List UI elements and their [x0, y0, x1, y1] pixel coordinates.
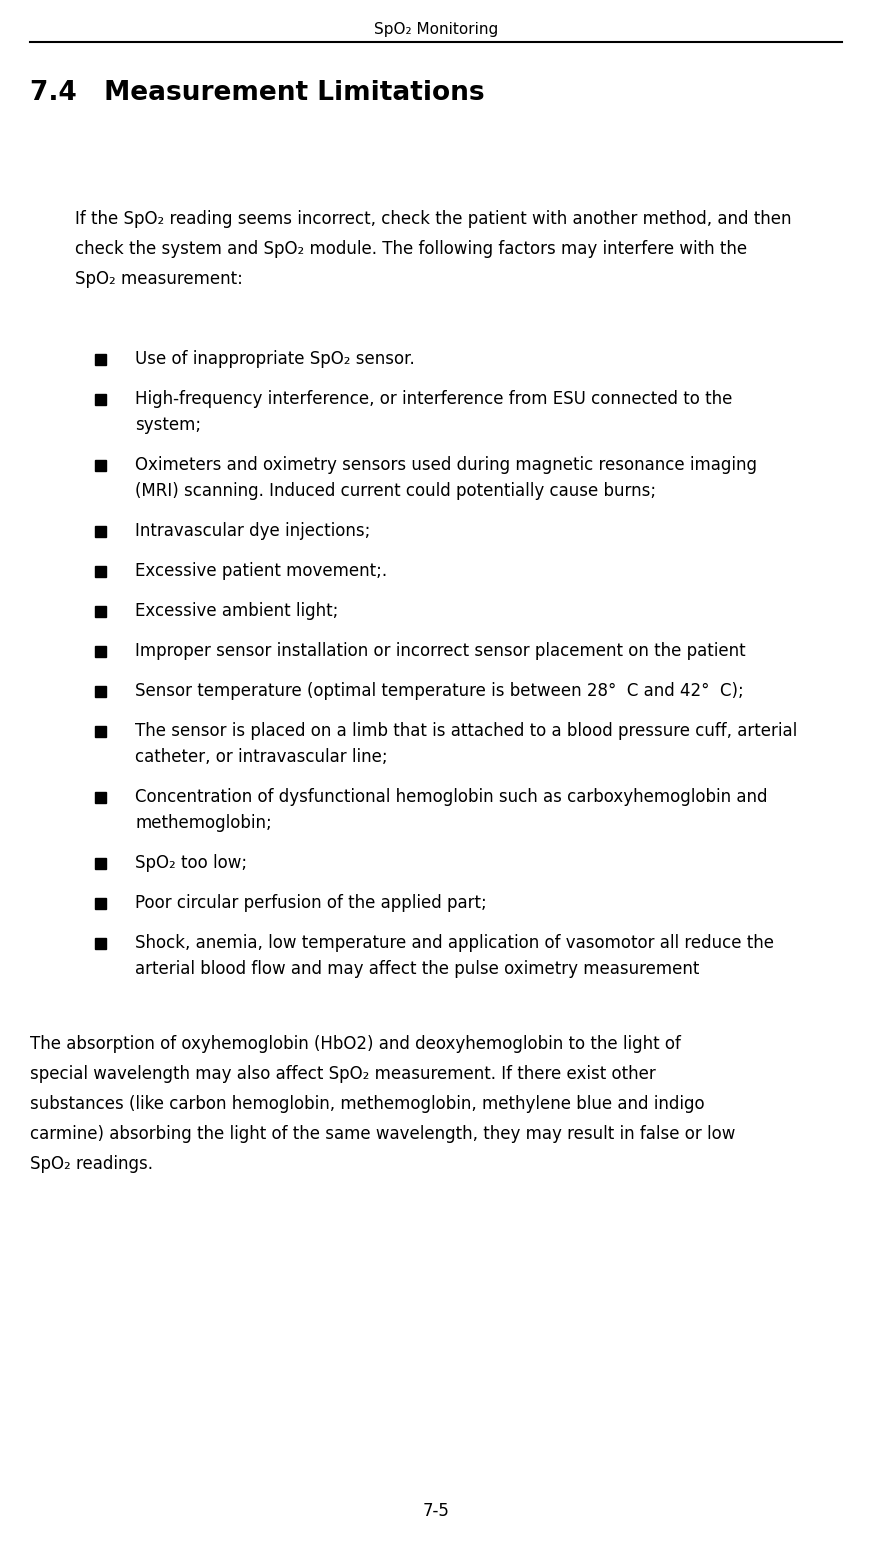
Text: system;: system;: [135, 416, 201, 435]
Text: If the SpO₂ reading seems incorrect, check the patient with another method, and : If the SpO₂ reading seems incorrect, che…: [75, 210, 792, 228]
Text: special wavelength may also affect SpO₂ measurement. If there exist other: special wavelength may also affect SpO₂ …: [30, 1065, 656, 1083]
Text: catheter, or intravascular line;: catheter, or intravascular line;: [135, 748, 388, 767]
Bar: [95, 899, 106, 909]
Text: Excessive ambient light;: Excessive ambient light;: [135, 602, 338, 619]
Bar: [95, 459, 106, 470]
Text: Excessive patient movement;.: Excessive patient movement;.: [135, 562, 387, 580]
Bar: [95, 686, 106, 697]
Bar: [95, 605, 106, 618]
Text: carmine) absorbing the light of the same wavelength, they may result in false or: carmine) absorbing the light of the same…: [30, 1125, 735, 1142]
Text: The sensor is placed on a limb that is attached to a blood pressure cuff, arteri: The sensor is placed on a limb that is a…: [135, 722, 797, 740]
Text: Poor circular perfusion of the applied part;: Poor circular perfusion of the applied p…: [135, 894, 487, 913]
Text: substances (like carbon hemoglobin, methemoglobin, methylene blue and indigo: substances (like carbon hemoglobin, meth…: [30, 1096, 705, 1113]
Bar: [95, 858, 106, 869]
Bar: [95, 646, 106, 656]
Bar: [95, 354, 106, 365]
Bar: [95, 566, 106, 577]
Text: Use of inappropriate SpO₂ sensor.: Use of inappropriate SpO₂ sensor.: [135, 351, 415, 368]
Bar: [95, 726, 106, 737]
Text: Oximeters and oximetry sensors used during magnetic resonance imaging: Oximeters and oximetry sensors used duri…: [135, 456, 757, 473]
Text: 7-5: 7-5: [423, 1502, 449, 1519]
Text: High-frequency interference, or interference from ESU connected to the: High-frequency interference, or interfer…: [135, 390, 732, 408]
Text: check the system and SpO₂ module. The following factors may interfere with the: check the system and SpO₂ module. The fo…: [75, 241, 747, 258]
Text: (MRI) scanning. Induced current could potentially cause burns;: (MRI) scanning. Induced current could po…: [135, 483, 656, 500]
Text: The absorption of oxyhemoglobin (HbO2) and deoxyhemoglobin to the light of: The absorption of oxyhemoglobin (HbO2) a…: [30, 1035, 681, 1052]
Text: SpO₂ readings.: SpO₂ readings.: [30, 1155, 153, 1173]
Bar: [95, 937, 106, 948]
Bar: [95, 792, 106, 802]
Text: arterial blood flow and may affect the pulse oximetry measurement: arterial blood flow and may affect the p…: [135, 961, 699, 978]
Bar: [95, 394, 106, 405]
Text: Intravascular dye injections;: Intravascular dye injections;: [135, 521, 371, 540]
Text: Sensor temperature (optimal temperature is between 28°  C and 42°  C);: Sensor temperature (optimal temperature …: [135, 681, 744, 700]
Text: Shock, anemia, low temperature and application of vasomotor all reduce the: Shock, anemia, low temperature and appli…: [135, 934, 774, 951]
Text: Improper sensor installation or incorrect sensor placement on the patient: Improper sensor installation or incorrec…: [135, 643, 746, 660]
Text: methemoglobin;: methemoglobin;: [135, 813, 272, 832]
Text: SpO₂ too low;: SpO₂ too low;: [135, 854, 247, 872]
Text: 7.4   Measurement Limitations: 7.4 Measurement Limitations: [30, 81, 485, 106]
Text: SpO₂ measurement:: SpO₂ measurement:: [75, 270, 243, 289]
Text: SpO₂ Monitoring: SpO₂ Monitoring: [374, 22, 498, 37]
Bar: [95, 526, 106, 537]
Text: Concentration of dysfunctional hemoglobin such as carboxyhemoglobin and: Concentration of dysfunctional hemoglobi…: [135, 788, 767, 805]
